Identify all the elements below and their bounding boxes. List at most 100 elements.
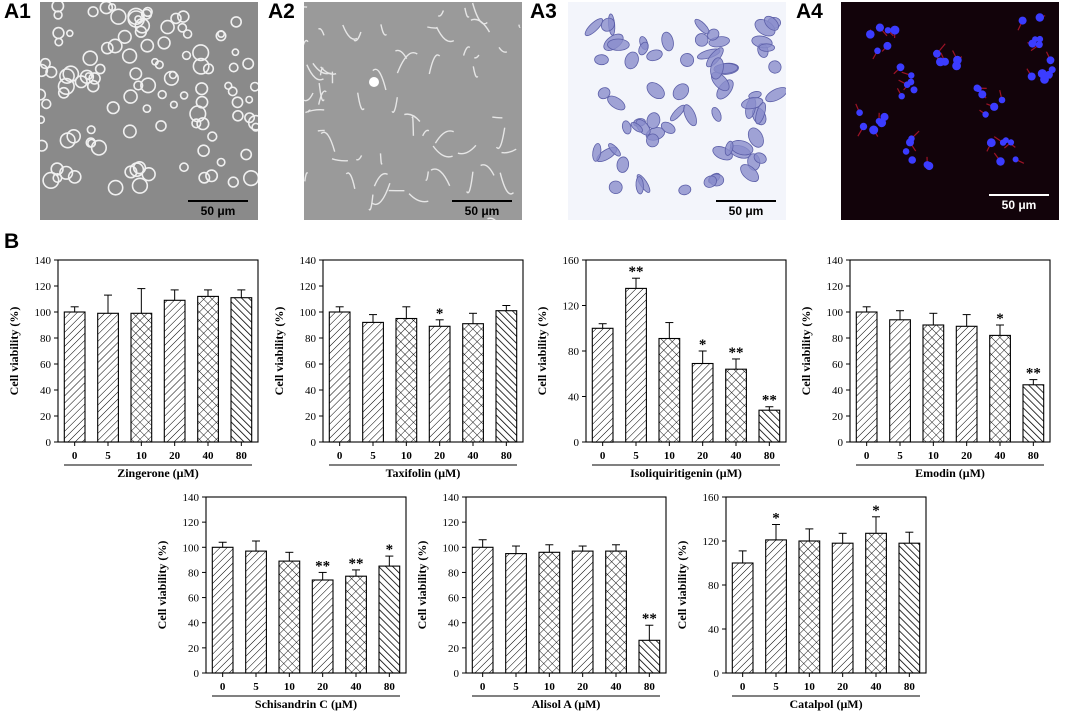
cell-outline (495, 127, 506, 150)
cell-ring (59, 165, 74, 180)
cell-outline (487, 217, 496, 220)
cell-ring (134, 17, 151, 34)
micrograph-a4: 50 μm (841, 2, 1059, 220)
nucleus (856, 109, 863, 116)
cell-ring (216, 157, 226, 167)
bar (211, 546, 234, 674)
nucleus (925, 161, 934, 171)
cell-ring (67, 169, 82, 184)
cell-ring (215, 30, 227, 42)
x-tick-label: 80 (501, 450, 513, 462)
cell-outline (345, 172, 356, 189)
stained-cell (584, 18, 604, 37)
x-tick-label: 0 (220, 681, 226, 693)
cell-outline (474, 54, 480, 59)
plot-frame (322, 259, 524, 443)
bar (798, 540, 821, 674)
cell-ring (106, 101, 120, 115)
stained-cell (600, 17, 615, 32)
bar (922, 324, 945, 443)
plot-frame (465, 496, 667, 674)
bar (63, 311, 86, 443)
y-axis-label: Cell viability (%) (799, 307, 813, 396)
micrograph-a2: 50 μm (304, 2, 522, 220)
cell-ring (99, 2, 114, 15)
cell-ring (160, 19, 175, 35)
cell-ring (191, 118, 202, 129)
nucleus (982, 111, 989, 118)
significance-marker: ** (1026, 366, 1041, 382)
y-tick-label: 120 (563, 301, 580, 313)
bar (571, 550, 594, 674)
bar (471, 546, 494, 674)
cell-ring (66, 129, 82, 144)
cell-ring (59, 68, 75, 84)
stained-cell (764, 15, 779, 31)
panel-label-a4: A4 (796, 0, 823, 23)
y-tick-label: 40 (708, 624, 720, 636)
nucleus (903, 81, 911, 88)
micrograph-a1: 50 μm (40, 2, 258, 220)
stained-cell (597, 87, 611, 100)
cell-outline (492, 116, 503, 119)
bar (591, 327, 614, 443)
cell-ring (65, 29, 74, 38)
x-tick-label: 10 (804, 681, 816, 693)
stained-cell (608, 180, 623, 195)
cell-ring (87, 6, 99, 18)
plot-frame (725, 496, 927, 674)
cell-ring (40, 63, 49, 78)
cell-outline (304, 92, 314, 102)
bar (725, 368, 747, 443)
scale-bar-a2: 50 μm (450, 200, 514, 218)
stained-cell (660, 121, 676, 134)
bar (197, 295, 219, 443)
y-axis-label: Cell viability (%) (535, 307, 549, 396)
x-axis-label: Catalpol (μM) (789, 697, 862, 711)
cell-ring (192, 57, 210, 75)
stained-cell (624, 51, 639, 70)
cell-ring (228, 62, 239, 73)
y-tick-label: 40 (305, 385, 317, 397)
bar (328, 311, 351, 443)
y-tick-label: 60 (305, 359, 317, 371)
nucleus (906, 138, 914, 147)
x-tick-label: 10 (136, 450, 148, 462)
nucleus (880, 112, 889, 121)
x-tick-label: 20 (961, 450, 973, 462)
bar (955, 325, 978, 443)
plot-frame (585, 259, 787, 443)
x-tick-label: 5 (633, 450, 639, 462)
nucleus (898, 93, 905, 100)
y-tick-label: 40 (568, 392, 580, 404)
cell-outline (408, 193, 429, 203)
y-tick-label: 60 (832, 359, 844, 371)
bar (378, 565, 401, 674)
y-tick-label: 0 (311, 437, 317, 449)
y-tick-label: 100 (183, 542, 200, 554)
y-tick-label: 120 (443, 517, 460, 529)
cell-outline (304, 6, 308, 8)
y-tick-label: 60 (448, 593, 460, 605)
nucleus (941, 57, 949, 66)
cell-outline (371, 182, 391, 206)
y-tick-label: 80 (708, 580, 720, 592)
significance-marker: * (996, 311, 1004, 327)
nucleus (1032, 36, 1039, 43)
y-tick-label: 80 (832, 333, 844, 345)
stained-cell (592, 143, 602, 162)
cell-ring (123, 89, 138, 104)
cell-ring (107, 179, 124, 196)
bar (765, 539, 787, 674)
bar (538, 551, 561, 674)
bar (898, 542, 921, 674)
nucleus (884, 27, 892, 34)
bar (605, 550, 627, 674)
cell-ring (94, 63, 106, 75)
panel-label-a2: A2 (268, 0, 295, 23)
nucleus (1007, 139, 1015, 146)
bar (395, 317, 418, 443)
nucleus (978, 90, 987, 99)
cell-ring (40, 88, 47, 101)
plot-frame (849, 259, 1051, 443)
